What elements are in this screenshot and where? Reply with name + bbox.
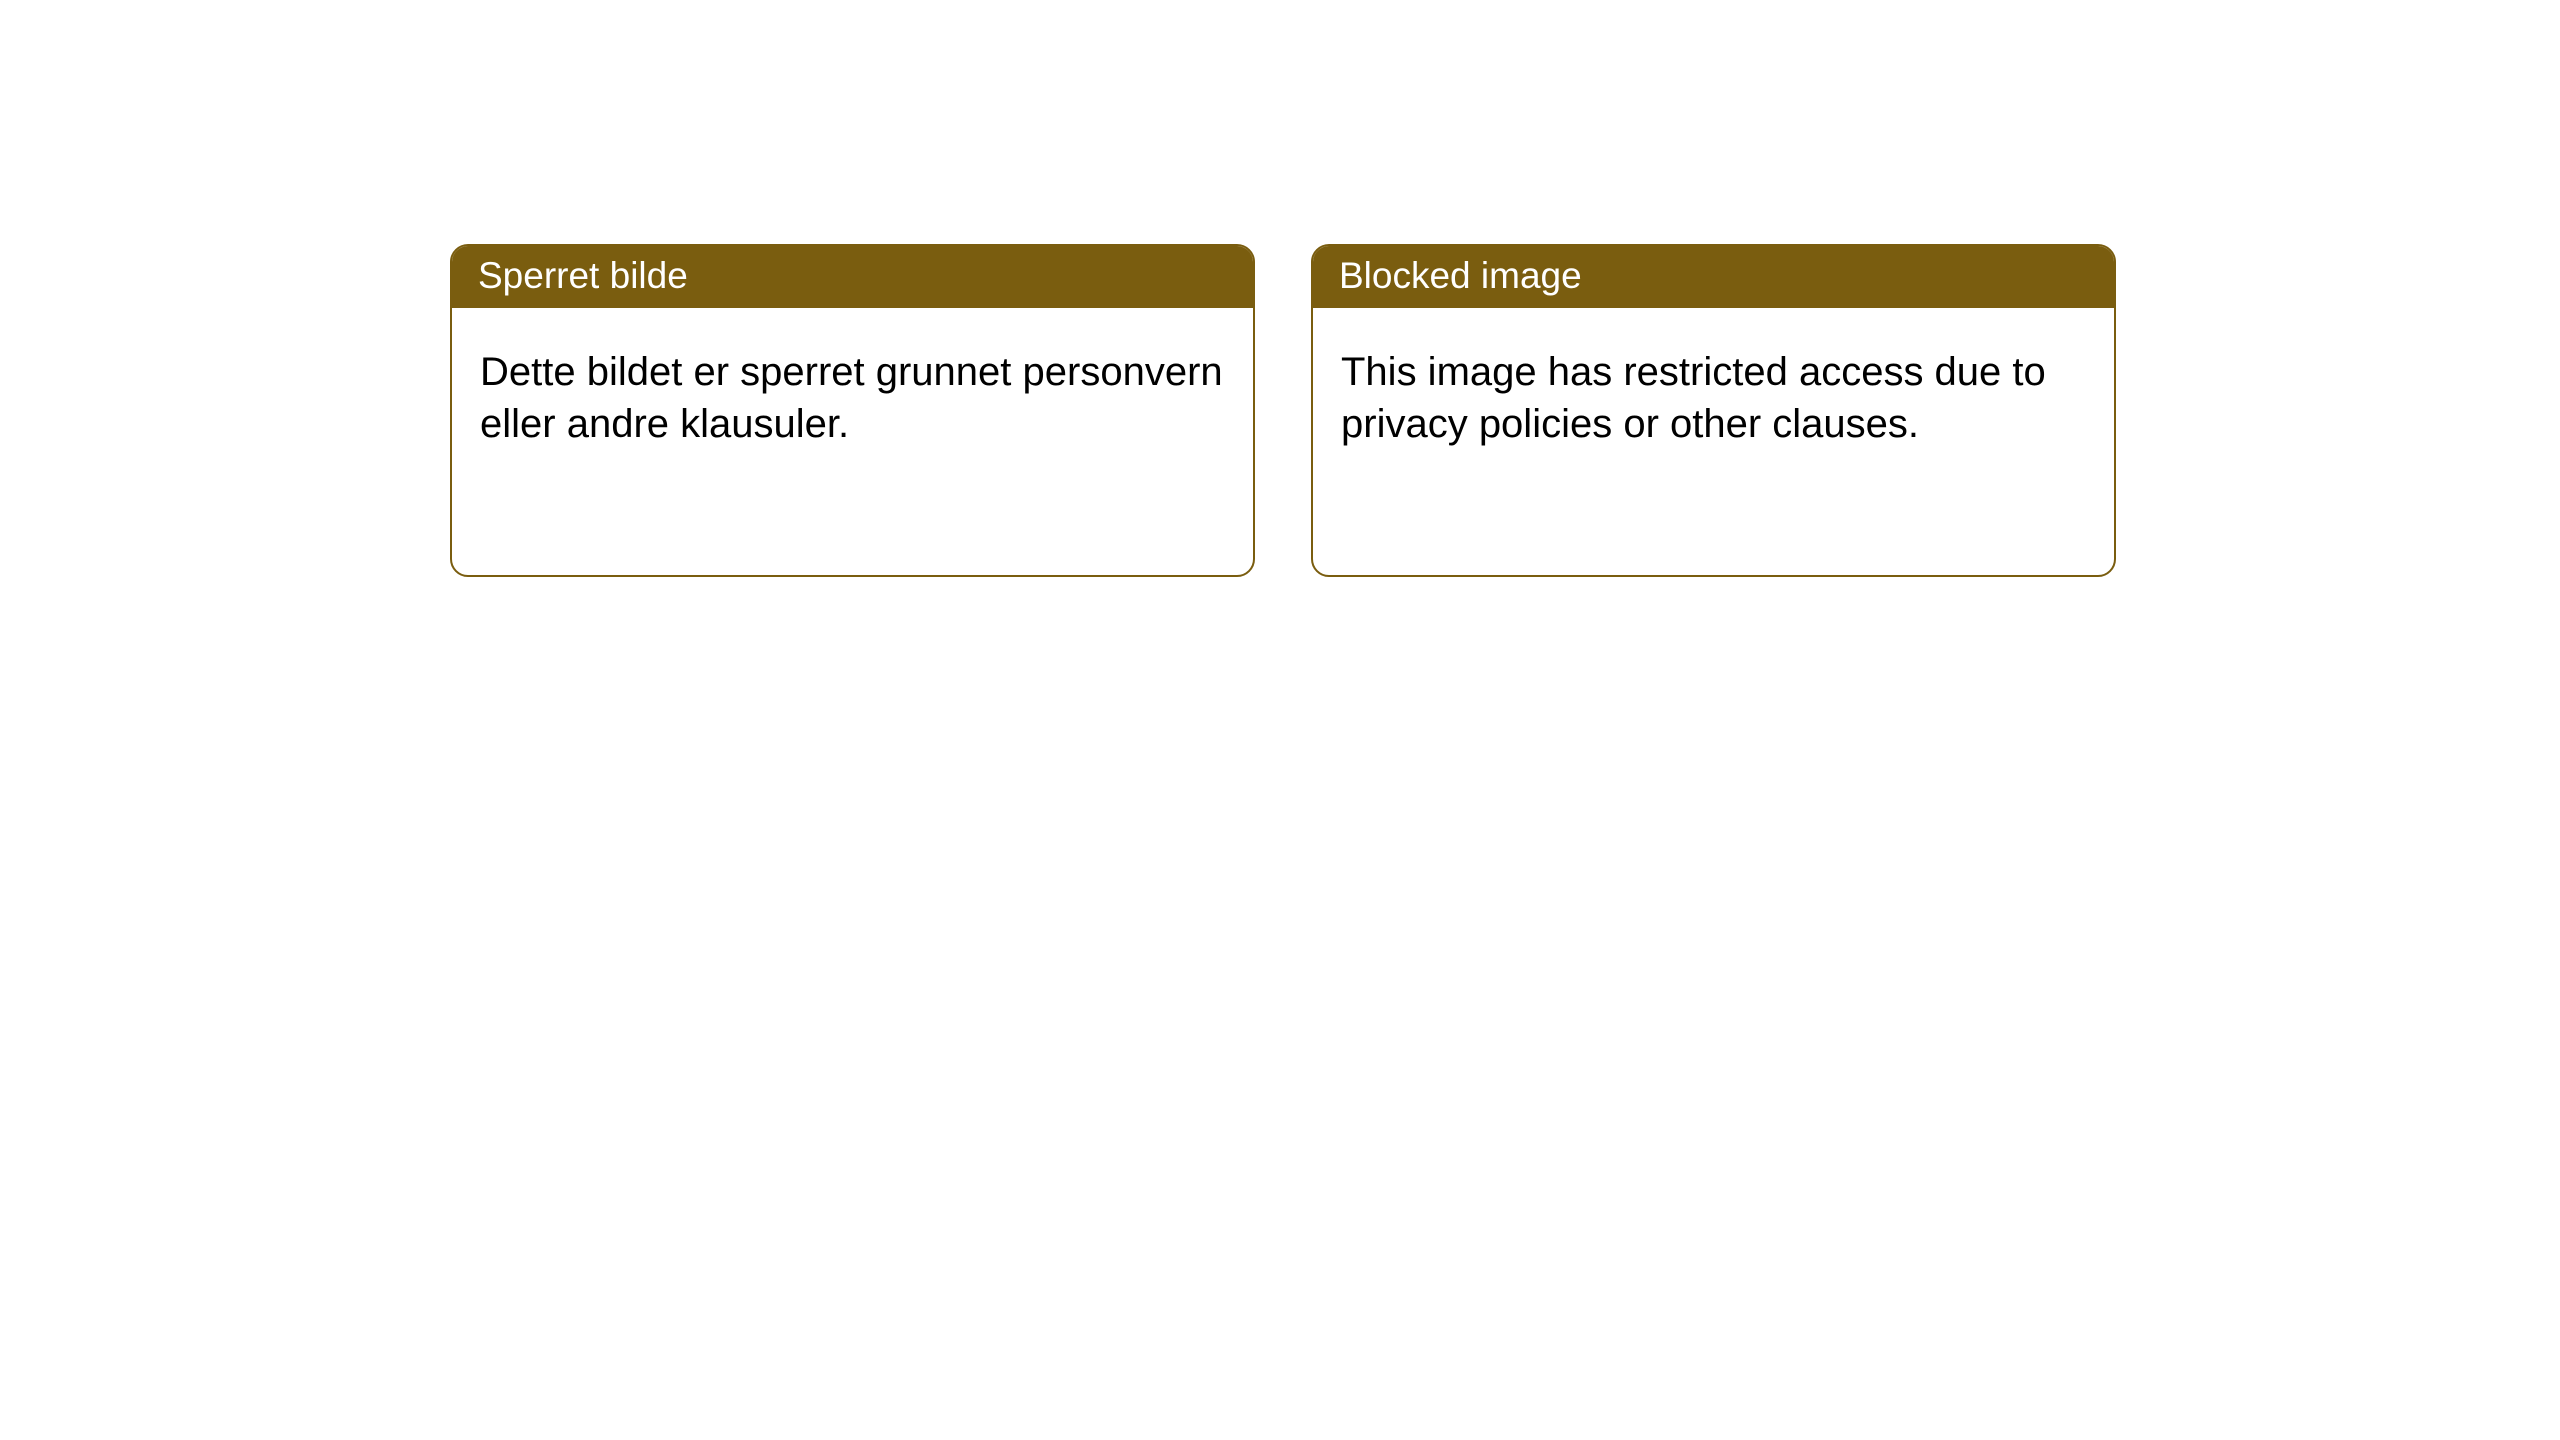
notice-header-norwegian: Sperret bilde <box>452 246 1253 308</box>
notice-body-norwegian: Dette bildet er sperret grunnet personve… <box>452 308 1253 470</box>
notice-card-english: Blocked image This image has restricted … <box>1311 244 2116 577</box>
notice-header-english: Blocked image <box>1313 246 2114 308</box>
notice-container: Sperret bilde Dette bildet er sperret gr… <box>0 0 2560 577</box>
notice-card-norwegian: Sperret bilde Dette bildet er sperret gr… <box>450 244 1255 577</box>
notice-body-english: This image has restricted access due to … <box>1313 308 2114 470</box>
